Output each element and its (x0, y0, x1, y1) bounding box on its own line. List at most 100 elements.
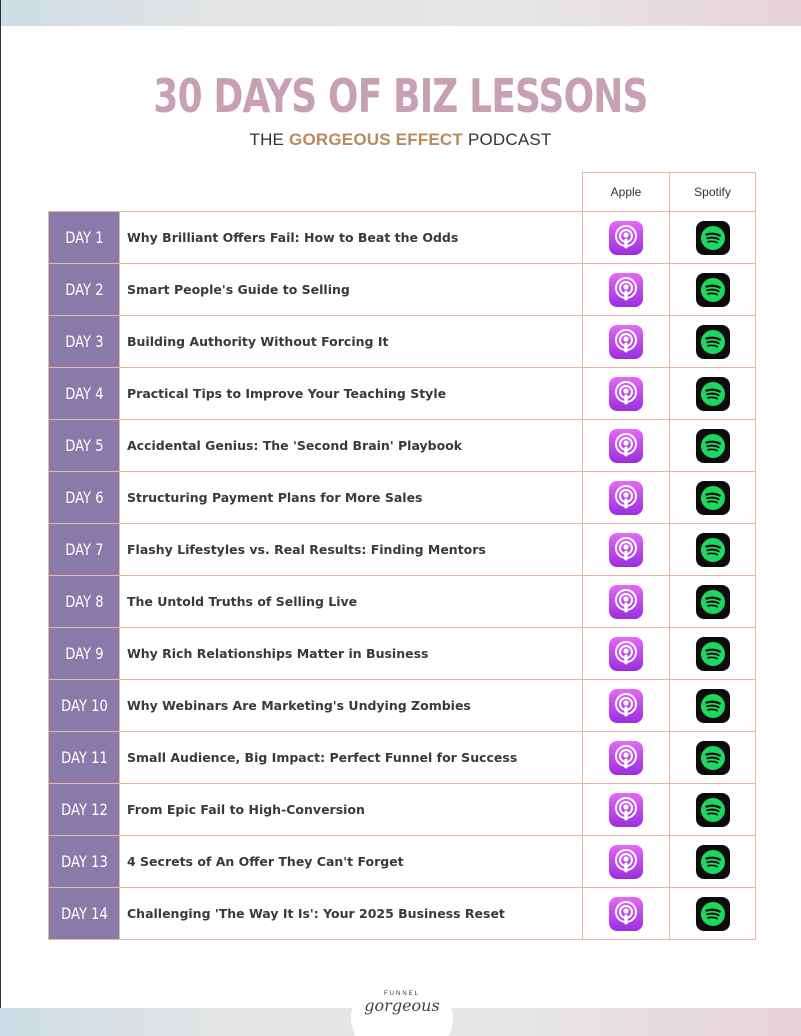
day-label-cell: DAY 14 (48, 887, 120, 940)
apple-podcasts-icon[interactable] (609, 532, 643, 567)
table-row: DAY 6 Structuring Payment Plans for More … (48, 471, 756, 524)
day-label-cell: DAY 7 (48, 523, 120, 576)
day-label-cell: DAY 13 (48, 835, 120, 888)
spotify-icon[interactable] (695, 688, 730, 723)
apple-podcasts-icon[interactable] (609, 376, 643, 411)
spotify-icon[interactable] (695, 740, 730, 775)
apple-cell (582, 419, 670, 472)
table-row: DAY 5 Accidental Genius: The 'Second Brai… (48, 419, 756, 472)
column-header-apple: Apple (582, 172, 670, 212)
spotify-cell (669, 367, 756, 420)
subtitle-podcast-name: GORGEOUS EFFECT (289, 130, 463, 149)
spotify-icon[interactable] (695, 584, 730, 619)
table-row: DAY 9 Why Rich Relationships Matter in Bu… (48, 627, 756, 680)
day-label: DAY 10 (60, 696, 108, 715)
apple-podcasts-icon[interactable] (609, 844, 643, 879)
day-label-cell: DAY 2 (48, 263, 120, 316)
day-label-cell: DAY 3 (48, 315, 120, 368)
day-label-cell: DAY 10 (48, 679, 120, 732)
day-label-cell: DAY 6 (48, 471, 120, 524)
spotify-cell (669, 523, 756, 576)
apple-cell (582, 835, 670, 888)
apple-podcasts-icon[interactable] (609, 584, 643, 619)
table-row: DAY 1 Why Brilliant Offers Fail: How to B… (48, 211, 756, 264)
apple-podcasts-icon[interactable] (609, 272, 643, 307)
spotify-cell (669, 887, 756, 940)
logo-badge (351, 983, 453, 1036)
apple-podcasts-icon[interactable] (609, 480, 643, 515)
spotify-icon[interactable] (695, 480, 730, 515)
spotify-icon[interactable] (695, 324, 730, 359)
lessons-table: Apple Spotify DAY 1 Why Brilliant Offers … (48, 172, 756, 940)
lesson-title: Smart People's Guide to Selling (119, 263, 583, 316)
apple-podcasts-icon[interactable] (609, 740, 643, 775)
spotify-icon[interactable] (695, 376, 730, 411)
lesson-title: From Epic Fail to High-Conversion (119, 783, 583, 836)
spotify-icon[interactable] (695, 792, 730, 827)
table-row: DAY 13 4 Secrets of An Offer They Can't F… (48, 835, 756, 888)
apple-cell (582, 211, 670, 264)
spotify-icon[interactable] (695, 220, 730, 255)
apple-podcasts-icon[interactable] (609, 428, 643, 463)
apple-podcasts-icon[interactable] (609, 220, 643, 255)
spotify-cell (669, 575, 756, 628)
apple-podcasts-icon[interactable] (609, 688, 643, 723)
lesson-title: Why Webinars Are Marketing's Undying Zom… (119, 679, 583, 732)
spotify-icon[interactable] (695, 896, 730, 931)
spotify-cell (669, 783, 756, 836)
apple-podcasts-icon[interactable] (609, 792, 643, 827)
day-label: DAY 1 (64, 228, 104, 247)
table-row: DAY 3 Building Authority Without Forcing … (48, 315, 756, 368)
apple-cell (582, 627, 670, 680)
spotify-cell (669, 211, 756, 264)
spotify-cell (669, 835, 756, 888)
spotify-cell (669, 731, 756, 784)
apple-cell (582, 731, 670, 784)
spotify-icon[interactable] (695, 272, 730, 307)
lesson-title: 4 Secrets of An Offer They Can't Forget (119, 835, 583, 888)
apple-cell (582, 523, 670, 576)
lesson-title: Why Brilliant Offers Fail: How to Beat t… (119, 211, 583, 264)
spotify-cell (669, 627, 756, 680)
spotify-cell (669, 263, 756, 316)
table-row: DAY 2 Smart People's Guide to Selling (48, 263, 756, 316)
day-label: DAY 13 (60, 852, 108, 871)
day-label-cell: DAY 9 (48, 627, 120, 680)
apple-podcasts-icon[interactable] (609, 896, 643, 931)
page-subtitle: THE GORGEOUS EFFECT PODCAST (0, 128, 801, 152)
spotify-cell (669, 419, 756, 472)
apple-podcasts-icon[interactable] (609, 324, 643, 359)
spotify-icon[interactable] (695, 532, 730, 567)
day-label-cell: DAY 4 (48, 367, 120, 420)
spotify-icon[interactable] (695, 844, 730, 879)
day-label: DAY 7 (64, 540, 104, 559)
lesson-title: Why Rich Relationships Matter in Busines… (119, 627, 583, 680)
day-label: DAY 11 (60, 748, 108, 767)
spotify-cell (669, 679, 756, 732)
apple-cell (582, 575, 670, 628)
apple-podcasts-icon[interactable] (609, 636, 643, 671)
spotify-cell (669, 471, 756, 524)
day-label: DAY 6 (64, 488, 104, 507)
page-title: 30 DAYS OF BIZ LESSONS (153, 69, 648, 123)
day-label: DAY 14 (60, 904, 108, 923)
lesson-title: Structuring Payment Plans for More Sales (119, 471, 583, 524)
spotify-icon[interactable] (695, 428, 730, 463)
spotify-icon[interactable] (695, 636, 730, 671)
day-label: DAY 4 (64, 384, 104, 403)
day-label: DAY 8 (64, 592, 104, 611)
logo-small-text: FUNNEL (383, 991, 420, 997)
top-decorative-band (0, 0, 801, 26)
day-label-cell: DAY 11 (48, 731, 120, 784)
apple-cell (582, 679, 670, 732)
apple-cell (582, 263, 670, 316)
spotify-cell (669, 315, 756, 368)
day-label: DAY 12 (60, 800, 108, 819)
apple-cell (582, 471, 670, 524)
lesson-title: Building Authority Without Forcing It (119, 315, 583, 368)
lesson-title: The Untold Truths of Selling Live (119, 575, 583, 628)
lesson-title: Practical Tips to Improve Your Teaching … (119, 367, 583, 420)
table-row: DAY 12 From Epic Fail to High-Conversion (48, 783, 756, 836)
day-label-cell: DAY 12 (48, 783, 120, 836)
